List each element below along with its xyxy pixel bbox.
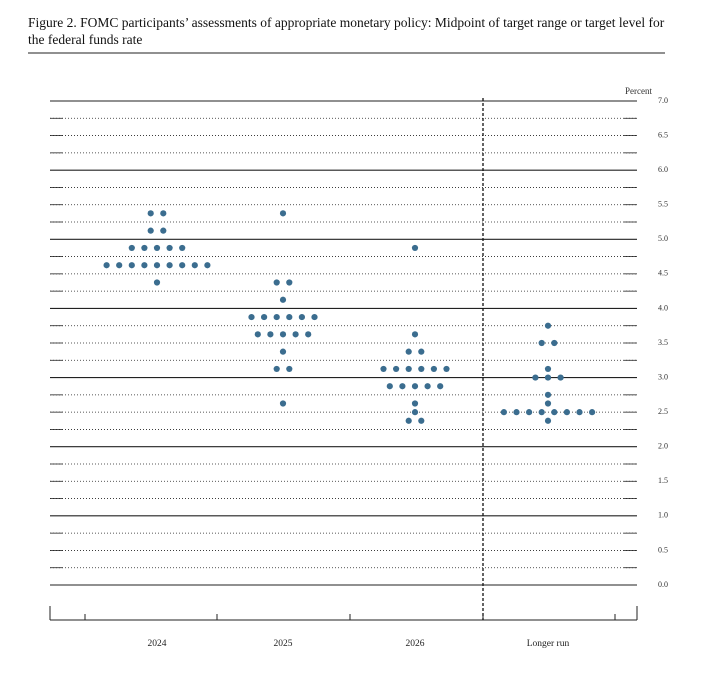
dot: [411, 244, 419, 252]
dot: [298, 313, 305, 321]
dot: [191, 262, 198, 269]
title-box: Figure 2. FOMC participants’ assessments…: [28, 15, 665, 47]
dot: [160, 227, 167, 234]
dot: [405, 348, 412, 355]
x-tick-label: Longer run: [527, 639, 570, 649]
dot: [544, 374, 552, 381]
dot: [166, 244, 173, 252]
dot: [141, 262, 148, 269]
dot: [544, 322, 552, 329]
dot: [405, 365, 412, 373]
x-tick-label: 2026: [406, 639, 425, 649]
dot: [551, 339, 558, 347]
y-tick-label: 6.0: [658, 165, 668, 174]
dot: [153, 262, 161, 269]
dot: [430, 365, 437, 373]
dot: [273, 279, 280, 286]
dot: [147, 210, 154, 217]
dot: [279, 210, 287, 217]
dot: [500, 409, 507, 416]
y-tick-label: 0.5: [658, 545, 668, 554]
dot: [411, 400, 419, 407]
dot: [248, 313, 255, 321]
dot: [204, 262, 211, 269]
dot: [103, 262, 110, 269]
x-tick-label: 2024: [148, 639, 167, 649]
dot: [311, 313, 318, 321]
dot: [538, 339, 545, 347]
y-tick-label: 5.0: [658, 234, 668, 243]
y-tick-label: 6.5: [658, 130, 668, 139]
dot: [147, 227, 154, 234]
dot: [380, 365, 387, 373]
dot: [551, 409, 558, 416]
dot: [116, 262, 123, 269]
dot: [153, 244, 161, 252]
dot: [141, 244, 148, 252]
dot: [437, 383, 444, 390]
y-tick-label: 1.0: [658, 511, 668, 520]
dot: [418, 348, 425, 355]
dot: [544, 400, 552, 407]
dot: [273, 313, 280, 321]
dot: [557, 374, 564, 381]
dot: [128, 244, 135, 252]
dot: [399, 383, 406, 390]
dot: [443, 365, 450, 373]
dot: [279, 348, 287, 355]
dot: [393, 365, 400, 373]
dot: [160, 210, 167, 217]
y-tick-label: 5.5: [658, 200, 668, 209]
y-tick-label: 4.5: [658, 269, 668, 278]
dot: [544, 417, 552, 424]
dot: [305, 331, 312, 338]
y-tick-label: 4.0: [658, 303, 668, 312]
dot: [405, 417, 412, 424]
dot: [538, 409, 545, 416]
x-tick-label: 2025: [274, 639, 293, 649]
dot: [279, 400, 287, 407]
dot: [166, 262, 173, 269]
dot: [411, 331, 419, 338]
y-tick-label: 3.5: [658, 338, 668, 347]
dot: [273, 365, 280, 373]
dot: [254, 331, 261, 338]
dot: [411, 409, 419, 416]
dot: [286, 365, 293, 373]
dot: [286, 313, 293, 321]
dot: [179, 262, 186, 269]
dot: [153, 279, 161, 286]
dot: [128, 262, 135, 269]
dot: [418, 365, 425, 373]
dot: [526, 409, 533, 416]
dot: [292, 331, 299, 338]
dot: [513, 409, 520, 416]
dot: [544, 391, 552, 398]
chart-title: Figure 2. FOMC participants’ assessments…: [28, 15, 665, 47]
y-tick-label: 2.0: [658, 442, 668, 451]
y-tick-label: 2.5: [658, 407, 668, 416]
y-tick-label: 1.5: [658, 476, 668, 485]
dot: [279, 296, 287, 303]
dot: [563, 409, 571, 416]
dot: [424, 383, 431, 390]
dot: [544, 365, 552, 373]
dot: [267, 331, 274, 338]
dot: [179, 244, 186, 252]
y-tick-label: 3.0: [658, 372, 668, 381]
dot: [532, 374, 539, 381]
y-axis-label: Percent: [625, 86, 652, 96]
y-tick-label: 0.0: [658, 580, 668, 589]
dot: [386, 383, 393, 390]
dot: [261, 313, 268, 321]
dot: [279, 331, 287, 338]
dot: [286, 279, 293, 286]
dot: [411, 383, 419, 390]
dot: [589, 409, 596, 416]
y-tick-label: 7.0: [658, 96, 668, 105]
dot: [576, 409, 583, 416]
dot: [418, 417, 425, 424]
